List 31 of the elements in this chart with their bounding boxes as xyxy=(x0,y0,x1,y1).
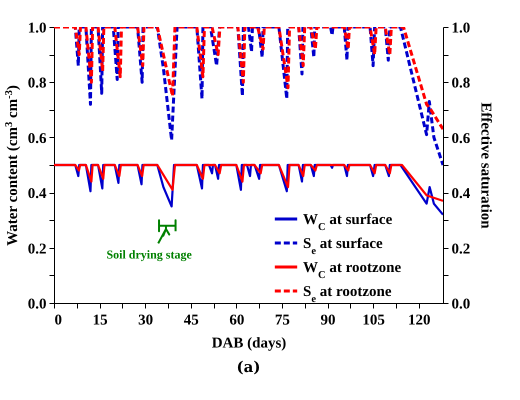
x-tick-label: 45 xyxy=(184,312,199,328)
annotation: Soil drying stage xyxy=(106,247,192,262)
line-series xyxy=(54,27,443,131)
y2-tick-label: 0.6 xyxy=(452,130,471,147)
x-tick-label: 15 xyxy=(92,312,108,328)
y2-tick-label: 0.2 xyxy=(452,241,470,258)
y-tick-label: 1.0 xyxy=(28,20,46,36)
line-series xyxy=(54,164,443,202)
y-tick-label: 0.2 xyxy=(28,241,46,258)
y-tick-label: 0.6 xyxy=(28,130,47,147)
x-tick-label: 105 xyxy=(362,312,385,328)
x-tick-label: 120 xyxy=(408,312,430,328)
text: (a) xyxy=(236,358,260,376)
y2-axis-title: Effective saturation xyxy=(477,102,494,230)
x-tick-label: 90 xyxy=(320,312,336,328)
y2-tick-label: 0.4 xyxy=(452,186,471,202)
x-axis-title: DAB (days) xyxy=(212,336,286,352)
x-tick-label: 0 xyxy=(54,312,62,328)
y2-tick-label: 0.8 xyxy=(452,76,470,92)
legend-label: S$_{e}$ at rootzone xyxy=(303,284,392,304)
legend-label: W$_{C}$ at rootzone xyxy=(303,260,402,280)
x-tick-label: 30 xyxy=(138,312,154,328)
y-tick-label: 0.8 xyxy=(28,76,46,92)
legend-label: S$_{e}$ at surface xyxy=(303,236,383,256)
x-tick-label: 60 xyxy=(229,312,244,328)
legend-label: W$_{C}$ at surface xyxy=(303,212,393,232)
y2-tick-label: 1.0 xyxy=(452,20,470,36)
x-tick-label: 75 xyxy=(274,312,290,328)
y-tick-label: 0.4 xyxy=(28,186,47,202)
y-tick-label: 0.0 xyxy=(28,296,46,312)
y2-tick-label: 0.0 xyxy=(452,296,470,312)
